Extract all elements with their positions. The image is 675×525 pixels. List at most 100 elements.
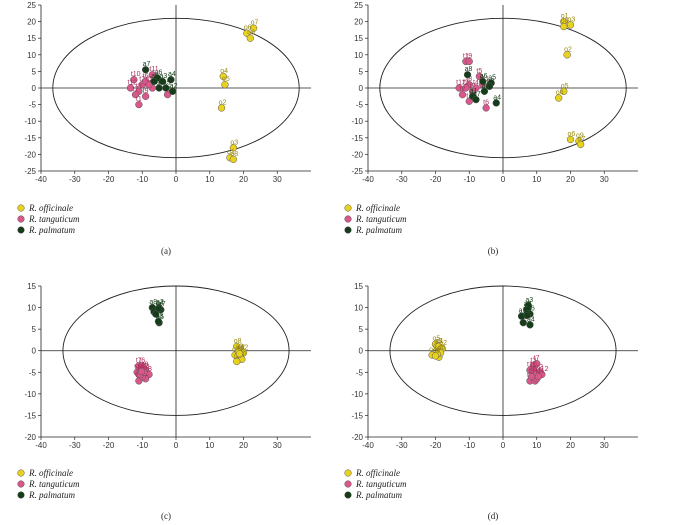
confidence-ellipse (379, 17, 627, 159)
point-label: o6 (568, 131, 576, 138)
point-label: t12 (139, 363, 149, 370)
data-point (519, 319, 527, 327)
x-tick-label: 20 (566, 441, 575, 450)
point-label: a6 (527, 306, 535, 313)
point-label: o2 (564, 46, 572, 53)
point-label: o3 (235, 344, 243, 351)
data-point (560, 87, 568, 95)
point-label: a4 (527, 316, 535, 323)
data-point (243, 29, 251, 37)
y-tick-label: 0 (359, 347, 364, 356)
point-label: t3 (463, 80, 469, 87)
point-label: a1 (524, 307, 532, 314)
data-point (162, 84, 170, 92)
point-label: t1 (463, 53, 469, 60)
data-point (145, 81, 153, 89)
panel-label: (c) (161, 511, 171, 521)
y-tick-label: -5 (356, 101, 364, 110)
point-label: t11 (149, 66, 158, 73)
y-tick-label: -15 (24, 134, 36, 143)
data-point (465, 57, 473, 66)
data-point (472, 95, 480, 104)
y-tick-label: 0 (32, 347, 37, 356)
legend-marker (344, 491, 352, 499)
x-tick-label: -20 (430, 441, 442, 450)
point-label: a2 (481, 83, 489, 90)
y-tick-label: -5 (356, 368, 364, 377)
x-tick-label: 10 (205, 175, 214, 184)
point-label: a3 (487, 78, 495, 85)
data-point (217, 104, 226, 112)
data-point (576, 140, 585, 149)
point-label: t4 (473, 80, 479, 87)
point-label: o8 (561, 18, 569, 25)
point-label: a6 (154, 70, 162, 77)
point-label: o2 (241, 344, 249, 351)
point-label: o1 (227, 149, 235, 156)
legend-label: R. officinale (355, 468, 400, 478)
y-tick-label: 15 (27, 34, 36, 43)
panel-a: -40 -30 -20 -10 0 10 20 30 -25 -20 -15 -10 -5 0 5 10 15 2… (17, 1, 311, 256)
y-tick-label: 10 (354, 304, 363, 313)
point-label: t11 (535, 368, 544, 375)
point-label: o6 (438, 344, 446, 351)
data-point (158, 77, 167, 86)
y-tick-label: -10 (24, 117, 36, 126)
point-label: t9 (143, 362, 149, 369)
point-label: a6 (480, 73, 488, 80)
legend-marker (17, 469, 25, 477)
point-label: o9 (576, 133, 584, 140)
data-point (229, 144, 238, 152)
confidence-ellipse (52, 17, 300, 159)
x-tick-label: 20 (566, 175, 575, 184)
data-point (221, 81, 229, 89)
point-label: t8 (136, 83, 142, 90)
x-tick-label: 10 (532, 175, 541, 184)
x-tick-label: -40 (35, 175, 47, 184)
y-tick-label: -15 (351, 411, 363, 420)
legend-label: R. palmatum (355, 225, 402, 235)
y-tick-label: -20 (351, 150, 363, 159)
point-label: o9 (247, 30, 255, 37)
point-label: t6 (143, 73, 149, 80)
point-label: a4 (493, 94, 501, 101)
x-tick-label: -10 (136, 175, 148, 184)
y-tick-label: -25 (351, 167, 363, 176)
data-point (563, 51, 571, 59)
point-label: o5 (561, 83, 569, 90)
y-tick-label: -10 (351, 117, 363, 126)
point-label: a2 (170, 83, 178, 90)
y-tick-label: 20 (27, 18, 36, 27)
data-point (492, 99, 500, 107)
legend-label: R. tanguticum (28, 214, 80, 224)
data-point (566, 21, 575, 29)
data-point (462, 84, 470, 92)
y-tick-label: 25 (27, 1, 36, 10)
x-tick-label: -10 (463, 175, 475, 184)
point-label: o7 (237, 344, 245, 351)
x-tick-label: 30 (600, 175, 609, 184)
point-label: o7 (578, 136, 586, 143)
data-point (155, 304, 163, 313)
data-point (560, 22, 568, 31)
legend-marker (17, 480, 25, 488)
point-label: a1 (156, 80, 164, 87)
point-label: t2 (139, 76, 145, 83)
data-point (482, 104, 490, 112)
point-label: t7 (136, 357, 142, 364)
point-label: a8 (524, 306, 532, 313)
point-label: t9 (466, 53, 472, 60)
point-label: t2 (537, 364, 543, 371)
point-label: t10 (134, 364, 144, 371)
panel-label: (d) (488, 511, 499, 521)
point-label: o5 (433, 336, 441, 343)
point-label: a5 (488, 75, 496, 82)
data-point (141, 92, 150, 100)
point-label: a8 (149, 299, 157, 306)
point-label: o1 (436, 338, 444, 345)
point-label: t7 (133, 86, 139, 93)
legend-label: R. officinale (355, 203, 400, 213)
x-tick-label: -40 (362, 441, 374, 450)
x-tick-label: -20 (430, 175, 442, 184)
